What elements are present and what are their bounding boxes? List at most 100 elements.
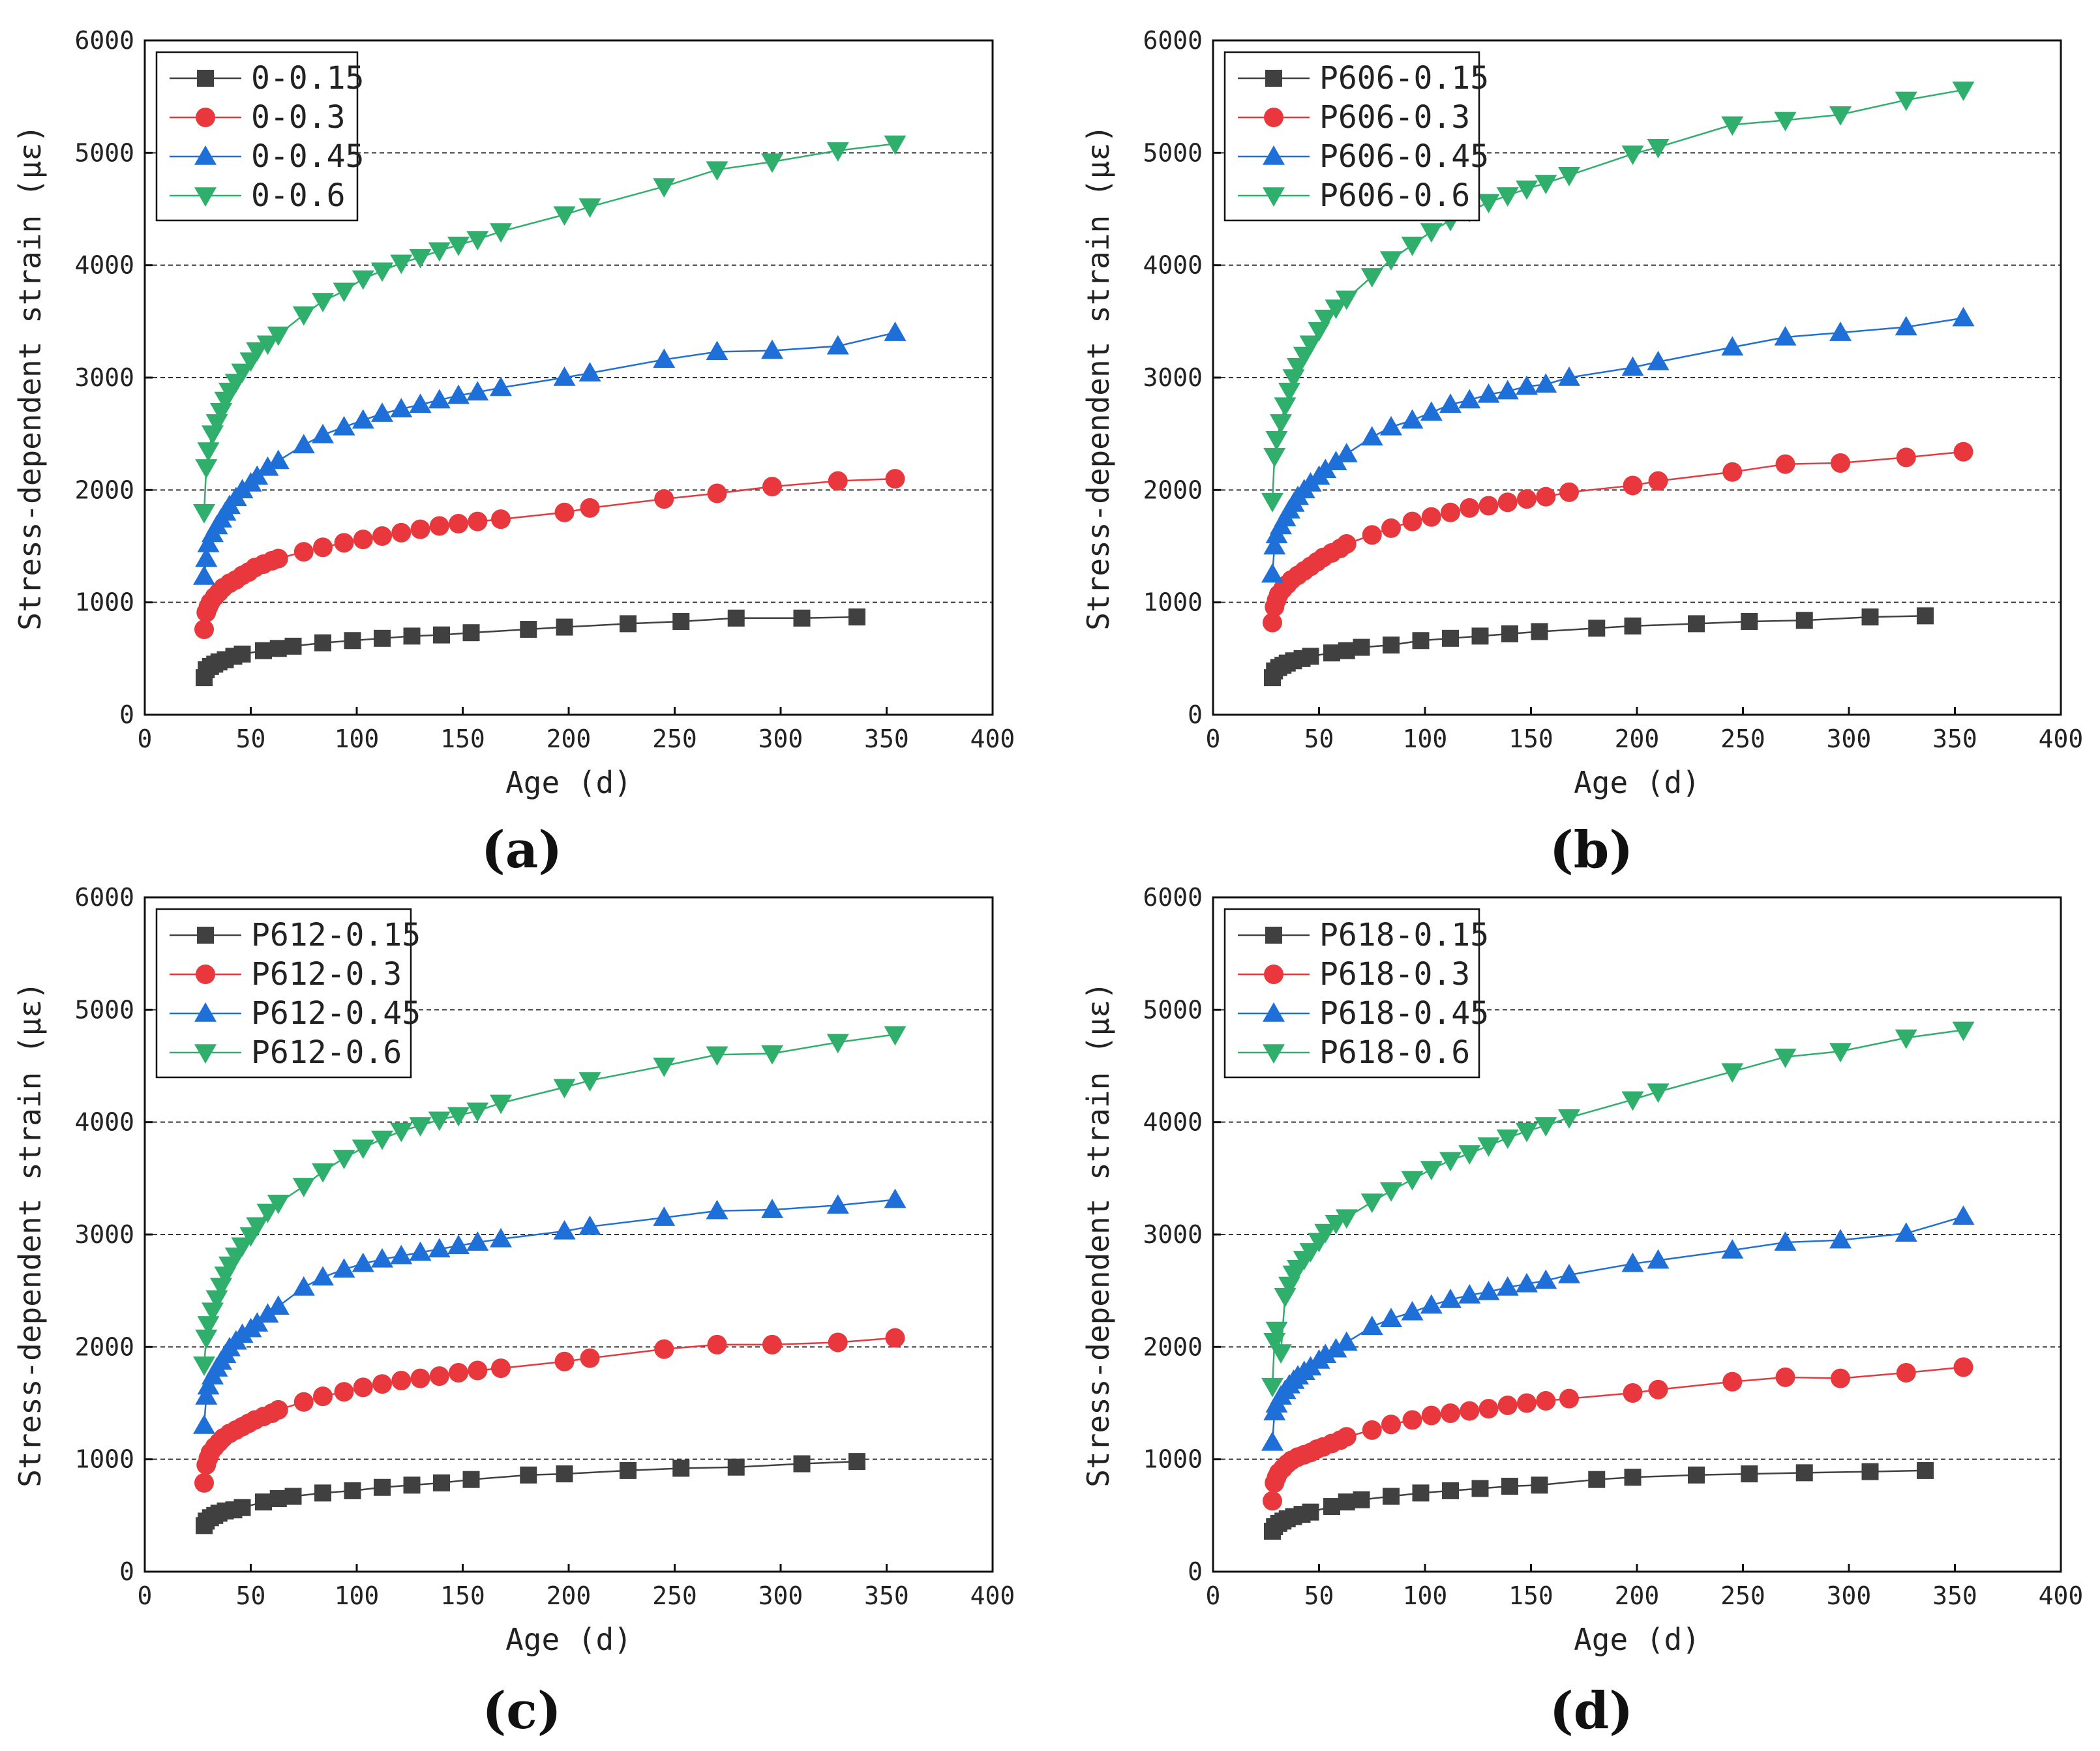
data-point <box>433 1474 450 1491</box>
data-point <box>1263 612 1282 633</box>
x-tick-label: 150 <box>440 1581 485 1610</box>
y-tick-label: 4000 <box>74 251 134 280</box>
data-point <box>194 1473 214 1493</box>
data-point <box>884 135 907 155</box>
series-line <box>203 331 895 577</box>
data-point <box>1421 1405 1441 1426</box>
data-point <box>333 282 355 303</box>
data-point <box>433 626 450 644</box>
data-point <box>1558 167 1580 187</box>
legend-marker <box>1263 187 1285 207</box>
data-point <box>1722 462 1743 482</box>
data-point <box>672 1459 690 1477</box>
data-point <box>353 530 373 550</box>
x-axis-label: Age (d) <box>505 1622 632 1657</box>
data-point <box>727 1458 745 1476</box>
data-point <box>761 1199 783 1218</box>
data-point <box>197 533 220 552</box>
x-tick-label: 300 <box>758 725 803 753</box>
legend-label: 0-0.3 <box>251 99 346 136</box>
data-point <box>1795 1464 1813 1482</box>
data-point <box>1362 1420 1382 1440</box>
x-tick-label: 0 <box>1206 725 1221 753</box>
data-point <box>268 548 288 569</box>
data-point <box>553 206 576 226</box>
data-point <box>1383 636 1400 654</box>
data-point <box>292 434 315 454</box>
data-point <box>1325 299 1347 320</box>
data-point <box>466 1231 489 1251</box>
data-point <box>1559 482 1579 502</box>
data-point <box>312 423 334 443</box>
data-point <box>1439 1152 1462 1172</box>
data-point <box>391 1371 412 1391</box>
data-point <box>202 425 224 445</box>
data-point <box>449 514 468 534</box>
data-point <box>580 498 600 518</box>
series-0-0.45 <box>193 322 907 585</box>
data-point <box>1420 401 1443 421</box>
data-point <box>885 469 905 489</box>
data-point <box>1795 612 1813 629</box>
x-tick-label: 400 <box>2039 1581 2084 1610</box>
data-point <box>1497 1395 1518 1415</box>
data-point <box>193 1356 215 1376</box>
y-tick-label: 1000 <box>74 1445 134 1474</box>
data-point <box>1721 116 1744 136</box>
x-tick-label: 350 <box>1932 1581 1977 1610</box>
data-point <box>1380 251 1402 271</box>
data-point <box>409 1241 432 1261</box>
data-point <box>1263 535 1286 555</box>
data-point <box>1536 486 1556 507</box>
data-point <box>352 270 374 290</box>
data-point <box>707 483 727 503</box>
data-point <box>1953 441 1973 462</box>
series-P612-0.15 <box>196 1453 865 1534</box>
data-point <box>195 1385 218 1405</box>
data-point <box>1263 1491 1282 1511</box>
data-point <box>1535 373 1557 393</box>
chart-panel-2: 0 50 100 150 200 250 300 350 4000100020003000400… <box>1081 26 2083 880</box>
data-point <box>1381 518 1401 538</box>
legend-marker <box>197 70 214 87</box>
data-point <box>1299 1243 1322 1263</box>
data-point <box>848 608 865 626</box>
data-point <box>1741 1465 1758 1483</box>
data-point <box>292 1276 315 1296</box>
data-point <box>429 516 449 536</box>
legend-marker <box>194 1002 217 1022</box>
data-point <box>390 1244 413 1265</box>
legend-marker <box>196 108 215 127</box>
y-tick-label: 5000 <box>74 995 134 1024</box>
y-tick-label: 2000 <box>1143 1332 1203 1361</box>
legend-marker <box>194 145 217 165</box>
data-point <box>353 1377 373 1398</box>
data-point <box>410 519 430 539</box>
data-point <box>334 533 354 553</box>
data-point <box>1517 1393 1537 1413</box>
data-point <box>654 489 674 509</box>
data-point <box>267 326 290 346</box>
x-tick-label: 50 <box>1304 725 1334 753</box>
data-point <box>1621 145 1644 166</box>
x-tick-label: 50 <box>236 1581 266 1610</box>
data-point <box>1412 1484 1430 1502</box>
data-point <box>231 1237 254 1257</box>
data-point <box>1647 1083 1670 1103</box>
data-point <box>1335 443 1358 462</box>
data-point <box>1274 1288 1297 1308</box>
legend-label: 0-0.15 <box>251 60 364 97</box>
x-axis-label: Age (d) <box>1574 765 1700 800</box>
data-point <box>1774 1231 1797 1251</box>
data-point <box>449 1362 468 1383</box>
x-tick-label: 150 <box>1508 725 1553 753</box>
y-tick-label: 3000 <box>74 363 134 392</box>
data-point <box>1624 1469 1642 1486</box>
data-point <box>1558 1109 1580 1129</box>
y-tick-label: 1000 <box>1143 1445 1203 1474</box>
data-point <box>1335 1209 1358 1229</box>
legend-marker <box>1265 927 1282 944</box>
data-point <box>1647 350 1670 370</box>
data-point <box>491 1358 511 1379</box>
